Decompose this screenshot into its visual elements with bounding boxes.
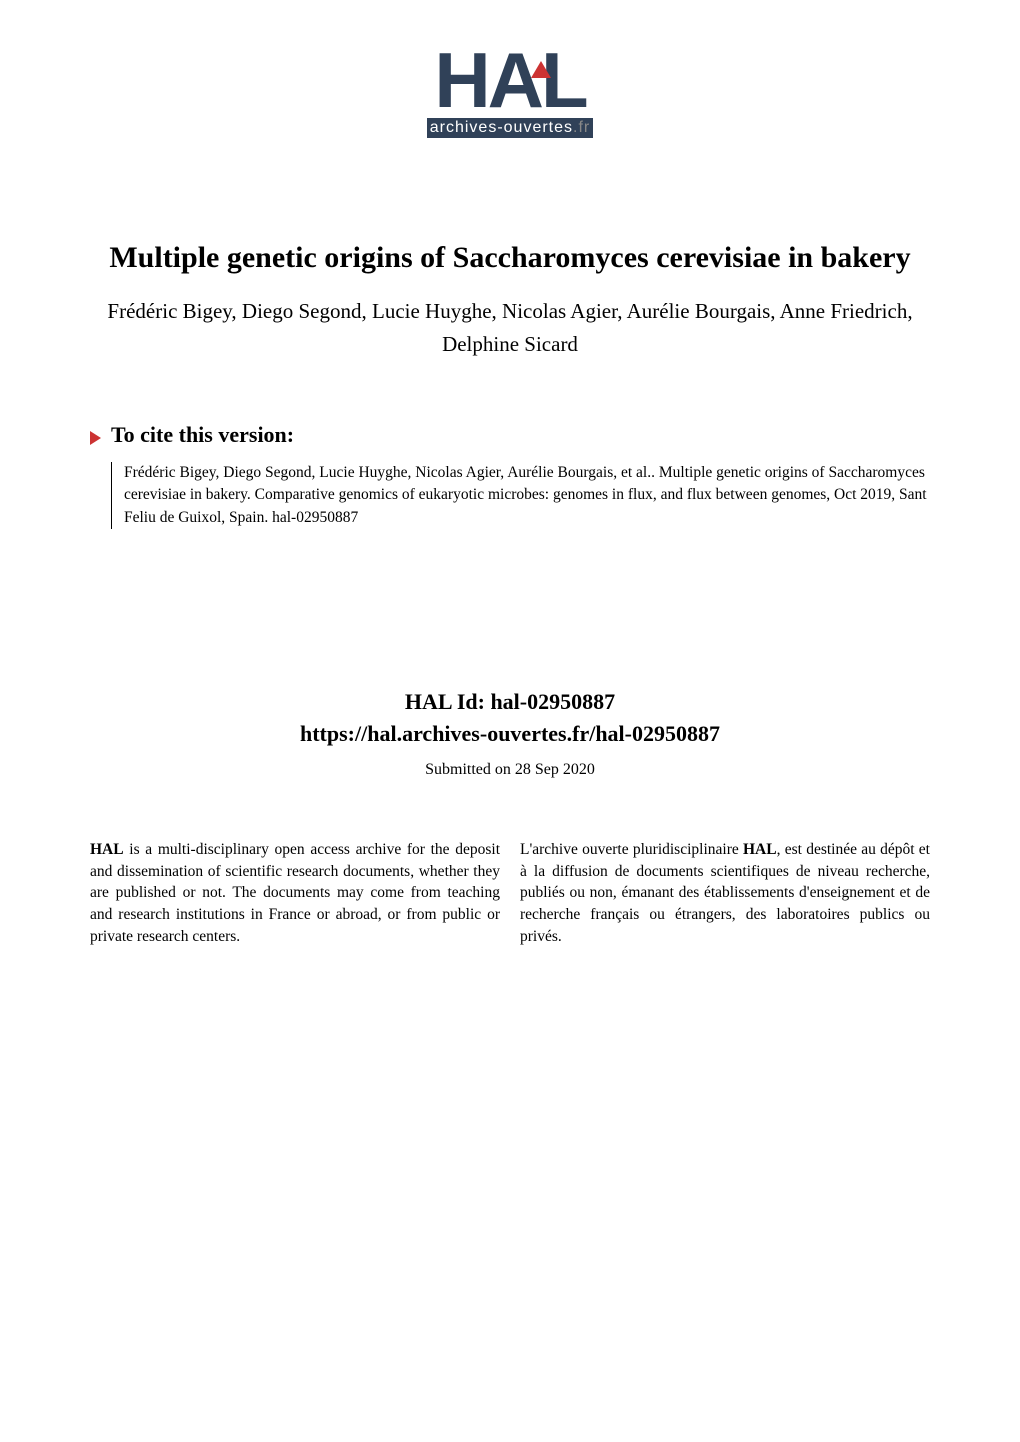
cite-content: To cite this version: Frédéric Bigey, Di… bbox=[111, 422, 930, 529]
paper-authors: Frédéric Bigey, Diego Segond, Lucie Huyg… bbox=[90, 295, 930, 362]
cite-marker-icon bbox=[90, 431, 101, 445]
hal-logo-container: HAL archives-ouvertes.fr bbox=[90, 35, 930, 138]
description-right-pre: L'archive ouverte pluridisciplinaire bbox=[520, 841, 743, 858]
submitted-date: Submitted on 28 Sep 2020 bbox=[90, 761, 930, 779]
paper-title: Multiple genetic origins of Saccharomyce… bbox=[90, 238, 930, 279]
cite-body: Frédéric Bigey, Diego Segond, Lucie Huyg… bbox=[111, 462, 930, 529]
cite-header: To cite this version: bbox=[111, 422, 930, 448]
hal-logo: HAL archives-ouvertes.fr bbox=[427, 35, 594, 138]
hal-id-section: HAL Id: hal-02950887 https://hal.archive… bbox=[90, 689, 930, 779]
description-left-bold: HAL bbox=[90, 841, 124, 858]
description-right-bold: HAL bbox=[743, 841, 777, 858]
description-left: HAL is a multi-disciplinary open access … bbox=[90, 839, 500, 947]
description-columns: HAL is a multi-disciplinary open access … bbox=[90, 839, 930, 947]
cite-section: To cite this version: Frédéric Bigey, Di… bbox=[90, 422, 930, 529]
hal-logo-text: HAL bbox=[434, 35, 585, 126]
description-right: L'archive ouverte pluridisciplinaire HAL… bbox=[520, 839, 930, 947]
description-left-text: is a multi-disciplinary open access arch… bbox=[90, 841, 500, 945]
hal-id-url: https://hal.archives-ouvertes.fr/hal-029… bbox=[90, 721, 930, 747]
hal-id-label: HAL Id: hal-02950887 bbox=[90, 689, 930, 715]
